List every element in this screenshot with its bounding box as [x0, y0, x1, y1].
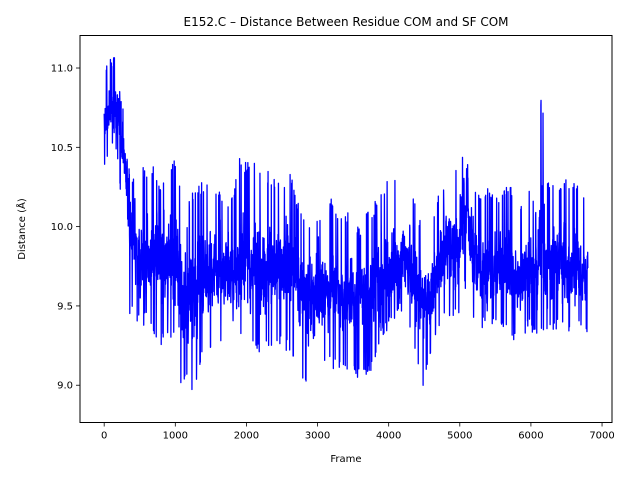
- y-tick-label: 10.0: [51, 222, 73, 233]
- x-tick-label: 0: [101, 431, 107, 442]
- x-tick-label: 1000: [163, 431, 188, 442]
- axes-frame: [79, 35, 613, 423]
- x-tick-label: 5000: [447, 431, 472, 442]
- y-axis-label: Distance (Å): [15, 198, 28, 260]
- x-tick-label: 4000: [376, 431, 401, 442]
- chart-title: E152.C – Distance Between Residue COM an…: [184, 15, 509, 29]
- x-tick-label: 2000: [234, 431, 259, 442]
- x-axis-label: Frame: [330, 454, 361, 465]
- y-tick-label: 9.0: [57, 381, 73, 392]
- x-tick-label: 6000: [518, 431, 543, 442]
- x-tick-label: 7000: [589, 431, 614, 442]
- y-axis-ticks: 9.0 9.5 10.0 10.5 11.0: [51, 64, 80, 392]
- y-tick-label: 10.5: [51, 143, 73, 154]
- x-tick-label: 3000: [305, 431, 330, 442]
- plot-area: [103, 57, 589, 391]
- y-tick-label: 9.5: [57, 301, 73, 312]
- distance-series-line: [103, 57, 589, 391]
- y-tick-label: 11.0: [51, 64, 73, 75]
- x-axis-ticks: 0 1000 2000 3000 4000 5000 6000 7000: [101, 422, 615, 442]
